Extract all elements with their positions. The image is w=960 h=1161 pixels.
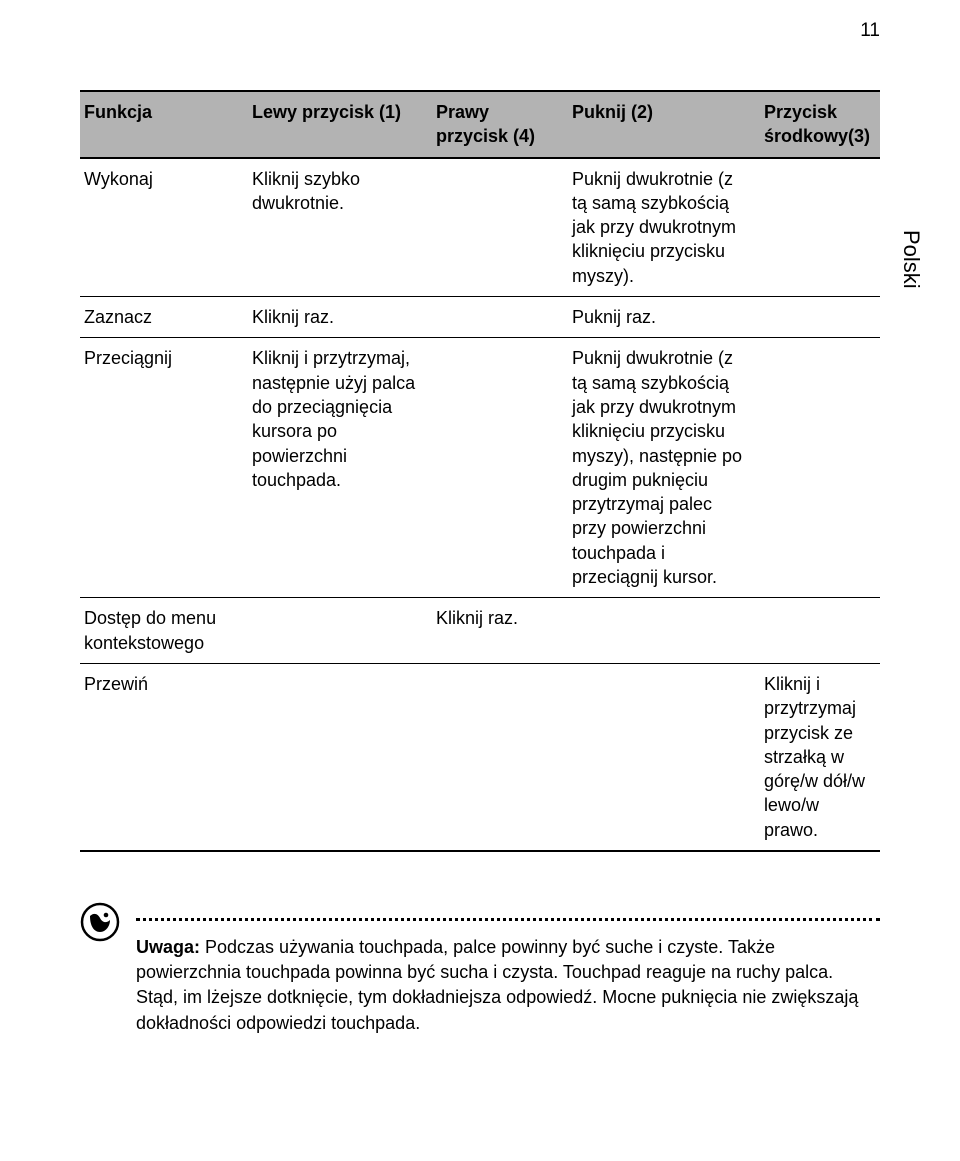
cell: Kliknij raz. <box>248 297 432 338</box>
cell: Kliknij i przytrzymaj przycisk ze strzał… <box>760 663 880 851</box>
cell: Puknij dwukrotnie (z tą samą szybkością … <box>568 338 760 598</box>
col-header: Puknij (2) <box>568 91 760 158</box>
cell: Puknij dwukrotnie (z tą samą szybkością … <box>568 158 760 297</box>
cell: Zaznacz <box>80 297 248 338</box>
col-header: Lewy przycisk (1) <box>248 91 432 158</box>
cell: Wykonaj <box>80 158 248 297</box>
cell: Dostęp do menu kontekstowego <box>80 598 248 664</box>
table-row: Przewiń Kliknij i przytrzymaj przycisk z… <box>80 663 880 851</box>
note-box: Uwaga: Podczas używania touchpada, palce… <box>80 902 880 1036</box>
col-header: Przycisk środkowy(3) <box>760 91 880 158</box>
note-text: Uwaga: Podczas używania touchpada, palce… <box>136 935 880 1036</box>
cell <box>760 338 880 598</box>
table-row: Przeciągnij Kliknij i przytrzymaj, nastę… <box>80 338 880 598</box>
cell: Kliknij raz. <box>432 598 568 664</box>
cell <box>432 663 568 851</box>
cell: Puknij raz. <box>568 297 760 338</box>
cell <box>760 598 880 664</box>
col-header: Prawy przycisk (4) <box>432 91 568 158</box>
language-side-label: Polski <box>898 230 924 289</box>
note-body: Podczas używania touchpada, palce powinn… <box>136 937 858 1033</box>
page-number: 11 <box>860 20 880 42</box>
cell: Przeciągnij <box>80 338 248 598</box>
dotted-divider <box>136 918 880 921</box>
cell <box>568 598 760 664</box>
cell <box>568 663 760 851</box>
table-row: Wykonaj Kliknij szybko dwukrotnie. Pukni… <box>80 158 880 297</box>
cell <box>432 338 568 598</box>
cell <box>432 297 568 338</box>
col-header: Funkcja <box>80 91 248 158</box>
note-content: Uwaga: Podczas używania touchpada, palce… <box>136 902 880 1036</box>
cell: Przewiń <box>80 663 248 851</box>
note-label: Uwaga: <box>136 937 200 957</box>
cell <box>248 663 432 851</box>
table-header-row: Funkcja Lewy przycisk (1) Prawy przycisk… <box>80 91 880 158</box>
cell: Kliknij szybko dwukrotnie. <box>248 158 432 297</box>
table-row: Dostęp do menu kontekstowego Kliknij raz… <box>80 598 880 664</box>
table-row: Zaznacz Kliknij raz. Puknij raz. <box>80 297 880 338</box>
cell: Kliknij i przytrzymaj, następnie użyj pa… <box>248 338 432 598</box>
cell <box>760 158 880 297</box>
cell <box>248 598 432 664</box>
touchpad-functions-table: Funkcja Lewy przycisk (1) Prawy przycisk… <box>80 90 880 852</box>
note-icon <box>80 902 120 942</box>
cell <box>432 158 568 297</box>
cell <box>760 297 880 338</box>
